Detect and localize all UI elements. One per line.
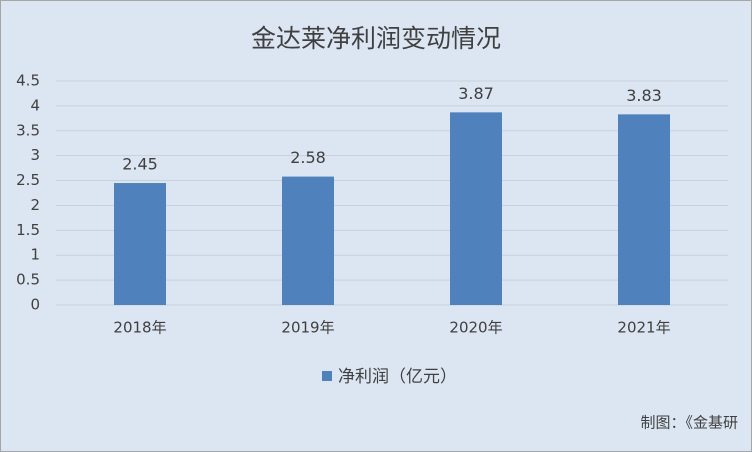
bar [450,112,502,305]
y-tick-label: 2 [30,196,40,214]
y-tick-label: 0 [30,296,40,314]
legend-label: 净利润（亿元） [338,367,457,387]
y-tick-label: 1.5 [16,221,40,239]
chart-title: 金达莱净利润变动情况 [251,24,501,53]
y-tick-label: 2.5 [16,171,40,189]
bar [282,176,334,305]
x-tick-label: 2019年 [281,319,334,337]
legend-swatch [322,371,332,381]
data-label: 2.58 [290,148,326,167]
x-tick-label: 2020年 [449,319,502,337]
y-tick-label: 3.5 [16,121,40,139]
y-tick-label: 1 [30,246,40,264]
y-tick-label: 4 [30,96,40,114]
x-tick-label: 2021年 [617,319,670,337]
data-label: 3.87 [458,84,494,103]
x-tick-label: 2018年 [113,319,166,337]
data-label: 3.83 [626,86,662,105]
source-note: 制图：《金基研 [640,414,738,432]
y-tick-label: 3 [30,146,40,164]
y-tick-label: 0.5 [16,271,40,289]
bar [618,114,670,306]
data-label: 2.45 [122,155,158,174]
y-tick-label: 4.5 [16,72,40,90]
bar [114,183,166,305]
